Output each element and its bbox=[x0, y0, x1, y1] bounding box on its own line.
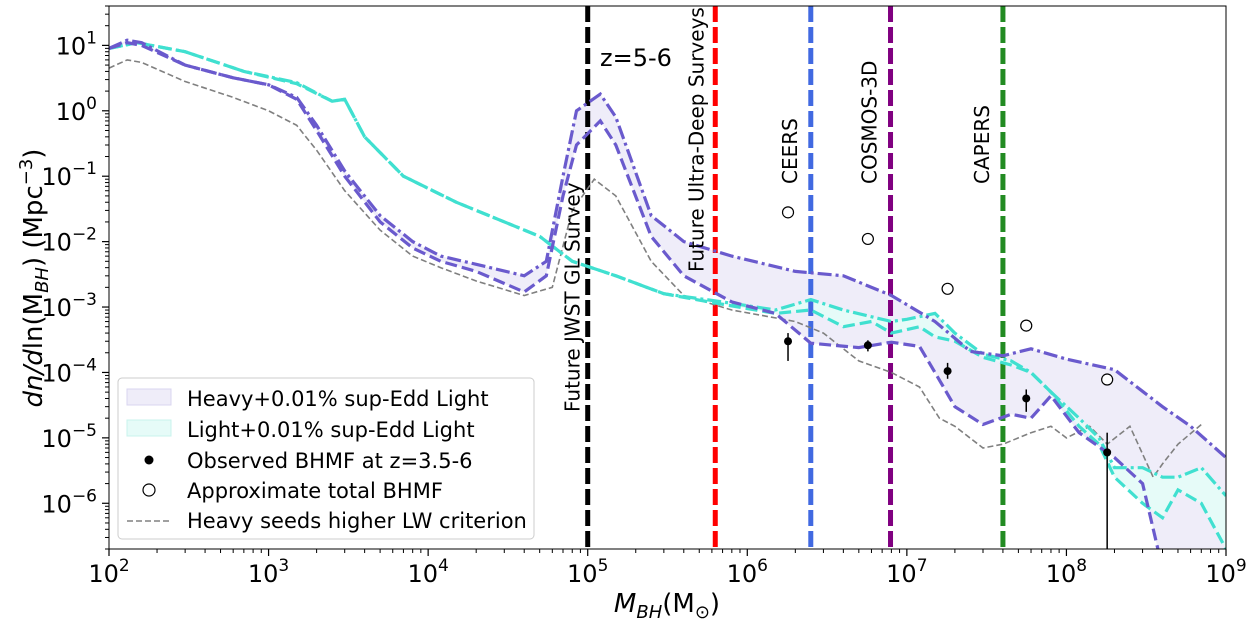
survey-label-1: Future Ultra-Deep Surveys bbox=[684, 7, 708, 272]
x-tick-label: 103 bbox=[248, 556, 289, 588]
observed-points bbox=[784, 333, 1112, 549]
observed-point bbox=[863, 341, 872, 350]
legend-box bbox=[117, 377, 535, 540]
y-tick-label: 10−6 bbox=[41, 486, 97, 518]
x-axis-label: MBH(M⊙) bbox=[614, 589, 720, 623]
survey-lines bbox=[585, 6, 1006, 549]
x-tick-label: 105 bbox=[567, 556, 608, 588]
y-axis-label: dn/dln(MBH) (Mpc−3) bbox=[16, 149, 53, 408]
total-point bbox=[781, 206, 795, 219]
survey-label-0: Future JWST GL Survey bbox=[561, 182, 585, 412]
x-tick-label: 109 bbox=[1205, 556, 1246, 588]
survey-label-2: CEERS bbox=[778, 118, 802, 184]
x-tick-label: 102 bbox=[88, 556, 129, 588]
legend-label-observed: Observed BHMF at z=3.5-6 bbox=[187, 449, 473, 473]
light-upper-line bbox=[109, 41, 1226, 497]
heavy-lower-line bbox=[109, 41, 1160, 549]
y-tick-label: 10−3 bbox=[41, 290, 97, 322]
x-axis: 102 103 104 105 106 107 108 109 bbox=[88, 549, 1247, 588]
plot-frame bbox=[108, 5, 1227, 550]
observed-point bbox=[784, 337, 793, 346]
total-point bbox=[861, 232, 875, 246]
x-tick-label: 107 bbox=[886, 556, 927, 588]
y-tick-label: 100 bbox=[56, 94, 97, 126]
y-tick-label: 10−1 bbox=[41, 159, 97, 191]
total-point bbox=[1020, 319, 1033, 332]
legend-label-heavy: Heavy+0.01% sup-Edd Light bbox=[187, 387, 489, 411]
y-axis: 10−6 10−5 10−4 10−3 10−2 10−1 100 101 bbox=[41, 5, 109, 550]
legend-swatch-light bbox=[126, 419, 172, 437]
observed-point bbox=[1103, 448, 1112, 457]
observed-point bbox=[1022, 394, 1031, 403]
total-point bbox=[1101, 373, 1114, 386]
x-tick-label: 104 bbox=[407, 556, 448, 588]
plot-area bbox=[109, 6, 1226, 549]
survey-label-3: COSMOS-3D bbox=[858, 61, 882, 184]
survey-labels: Future JWST GL Survey Future Ultra-Deep S… bbox=[561, 7, 994, 412]
legend-label-total: Approximate total BHMF bbox=[187, 479, 443, 503]
legend-swatch-heavy bbox=[126, 388, 172, 406]
total-points bbox=[781, 206, 1114, 386]
legend-marker-total bbox=[142, 483, 156, 497]
survey-label-4: CAPERS bbox=[970, 105, 994, 184]
x-tick-label: 108 bbox=[1046, 556, 1087, 588]
heavy-upper-line bbox=[109, 38, 1226, 459]
legend: Heavy+0.01% sup-Edd Light Light+0.01% su… bbox=[117, 377, 535, 540]
x-tick-label: 106 bbox=[727, 556, 768, 588]
total-point bbox=[941, 282, 954, 295]
y-tick-label: 101 bbox=[56, 28, 97, 60]
redshift-label: z=5-6 bbox=[600, 44, 672, 72]
legend-marker-observed bbox=[144, 455, 154, 465]
y-tick-label: 10−5 bbox=[41, 421, 97, 453]
observed-point bbox=[943, 367, 952, 376]
legend-label-light: Light+0.01% sup-Edd Light bbox=[187, 418, 475, 442]
y-tick-label: 10−4 bbox=[41, 355, 97, 387]
legend-label-lw: Heavy seeds higher LW criterion bbox=[187, 509, 527, 533]
y-tick-label: 10−2 bbox=[41, 225, 97, 257]
